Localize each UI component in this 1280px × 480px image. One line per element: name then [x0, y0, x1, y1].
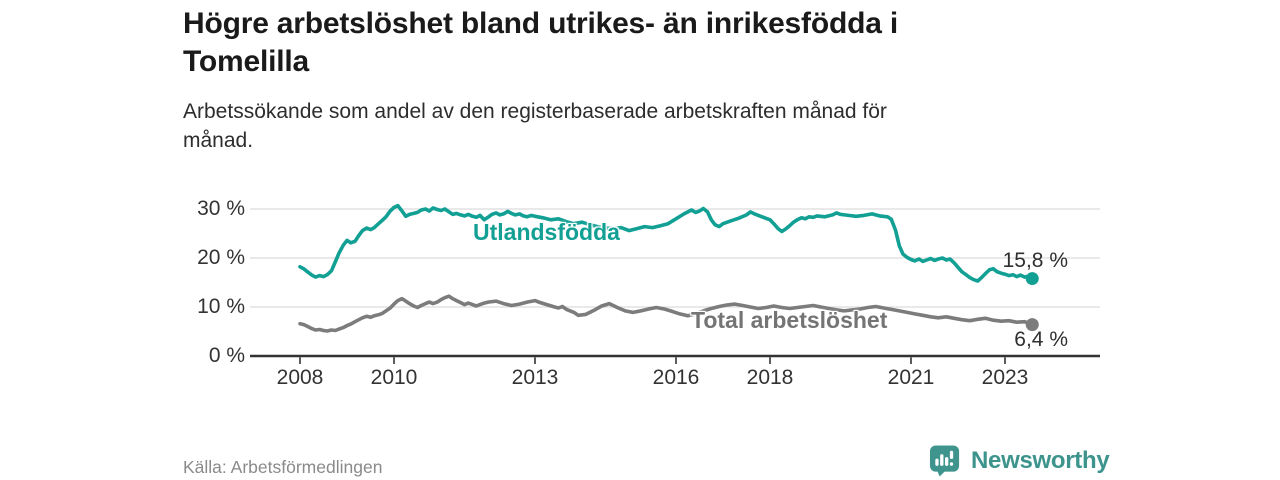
x-axis-label: 2021 [887, 366, 935, 389]
series-line-0 [298, 203, 1035, 283]
chart-subtitle: Arbetssökande som andel av den registerb… [183, 97, 887, 155]
end-value-utlandsfodda: 15,8 % [1002, 249, 1068, 272]
series-label-utlandsfodda: Utlandsfödda [473, 219, 620, 245]
y-axis-label: 30 % [197, 197, 245, 220]
x-axis-label: 2018 [746, 366, 794, 389]
series-line-1 [298, 294, 1035, 333]
y-axis-label: 20 % [197, 246, 245, 269]
series-end-dot-0 [1025, 272, 1039, 286]
title-line-2: Tomelilla [183, 45, 310, 78]
newsworthy-logo-icon [929, 445, 960, 477]
newsworthy-wordmark: Newsworthy [971, 447, 1110, 474]
x-axis-label: 2010 [370, 366, 418, 389]
y-axis-label: 10 % [197, 295, 245, 318]
subtitle-line-1: Arbetssökande som andel av den registerb… [183, 100, 887, 123]
subtitle-line-2: månad. [183, 129, 254, 152]
x-axis-label: 2013 [511, 366, 559, 389]
series-label-total-arbetsloshet: Total arbetslöshet [691, 307, 888, 333]
title-line-1: Högre arbetslöshet bland utrikes- än inr… [183, 7, 898, 40]
y-axis-label: 0 % [208, 344, 245, 367]
x-axis-label: 2016 [652, 366, 700, 389]
x-axis-label: 2023 [981, 366, 1029, 389]
x-axis-label: 2008 [276, 366, 324, 389]
source-attribution: Källa: Arbetsförmedlingen [183, 457, 383, 477]
page-title: Högre arbetslöshet bland utrikes- än inr… [183, 5, 898, 81]
end-value-total-arbetsloshet: 6,4 % [1014, 328, 1068, 351]
newsworthy-logo: Newsworthy [929, 444, 1110, 478]
